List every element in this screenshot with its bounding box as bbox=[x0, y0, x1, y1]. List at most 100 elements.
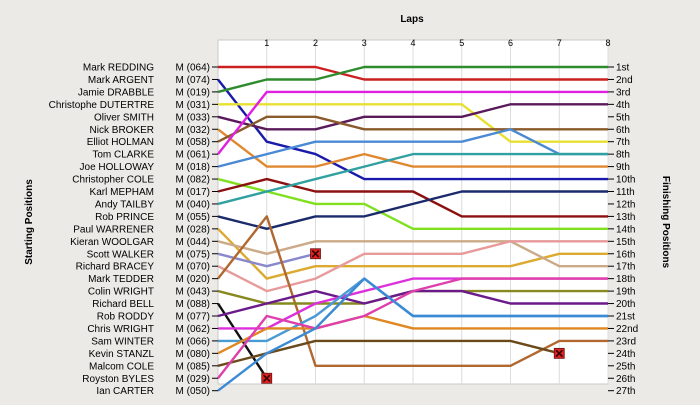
rider-name: Scott WALKER bbox=[87, 249, 154, 260]
rider-category: M (044) bbox=[176, 237, 210, 248]
rider-category: M (028) bbox=[176, 224, 210, 235]
rider-category: M (061) bbox=[176, 150, 210, 161]
rider-category: M (029) bbox=[176, 374, 210, 385]
lap-label: 1 bbox=[264, 38, 269, 48]
finish-label: 20th bbox=[616, 299, 635, 310]
rider-name: Oliver SMITH bbox=[94, 112, 154, 123]
lap-label: 5 bbox=[459, 38, 464, 48]
finish-label: 16th bbox=[616, 249, 635, 260]
finish-label: 21st bbox=[616, 312, 635, 323]
rider-name: Elliot HOLMAN bbox=[87, 137, 154, 148]
finish-label: 9th bbox=[616, 162, 630, 173]
finish-label: 1st bbox=[616, 63, 630, 74]
left-axis-title: Starting Positions bbox=[24, 179, 35, 265]
series-line-mark-argent bbox=[217, 78, 608, 181]
finish-label: 26th bbox=[616, 374, 635, 385]
rider-category: M (032) bbox=[176, 125, 210, 136]
series-layer bbox=[216, 65, 608, 392]
lap-label: 4 bbox=[410, 38, 415, 48]
rider-category: M (066) bbox=[176, 336, 210, 347]
dnf-markers bbox=[261, 248, 565, 384]
finish-label: 3rd bbox=[616, 87, 630, 98]
rider-name: Richard BRACEY bbox=[76, 262, 155, 273]
x-axis-title: Laps bbox=[400, 14, 424, 25]
rider-category: M (070) bbox=[176, 262, 210, 273]
lap-label: 2 bbox=[313, 38, 318, 48]
series-line-joe-holloway bbox=[217, 128, 608, 168]
dnf-marker-malcom-cole bbox=[553, 347, 565, 359]
rider-category: M (080) bbox=[176, 349, 210, 360]
rider-name: Mark TEDDER bbox=[88, 274, 154, 285]
lap-label: 3 bbox=[362, 38, 367, 48]
series-line-jamie-drabble bbox=[217, 65, 608, 94]
rider-category: M (064) bbox=[176, 63, 210, 74]
rider-category: M (085) bbox=[176, 361, 210, 372]
finish-label: 25th bbox=[616, 361, 635, 372]
rider-category: M (050) bbox=[176, 386, 210, 397]
rider-name: Malcom COLE bbox=[89, 361, 154, 372]
rider-category: M (031) bbox=[176, 100, 210, 111]
rider-name: Kevin STANZL bbox=[89, 349, 155, 360]
rider-category: M (062) bbox=[176, 324, 210, 335]
rider-name: Rob RODDY bbox=[97, 312, 155, 323]
finish-label: 17th bbox=[616, 262, 635, 273]
starting-positions-labels: Mark REDDING M (064) Mark ARGENT M (074) Jam… bbox=[49, 63, 218, 397]
lap-label: 8 bbox=[605, 38, 610, 48]
series-line-christopher-cole bbox=[217, 177, 608, 231]
series-line-nick-broker bbox=[217, 128, 608, 168]
finish-label: 27th bbox=[616, 386, 635, 397]
dnf-marker-scott-walker bbox=[310, 248, 321, 260]
lap-tick-labels: 1 2 3 4 5 6 7 8 bbox=[264, 38, 610, 48]
series-line-christophe-dutertre bbox=[218, 103, 608, 143]
series-line-ian-carter bbox=[217, 277, 608, 392]
rider-name: Joe HOLLOWAY bbox=[80, 162, 155, 173]
finish-label: 24th bbox=[616, 349, 635, 360]
rider-name: Richard BELL bbox=[92, 299, 154, 310]
rider-name: Paul WARRENER bbox=[73, 224, 154, 235]
finish-label: 13th bbox=[616, 212, 635, 223]
rider-name: Christopher COLE bbox=[72, 175, 154, 186]
series-line-karl-mepham bbox=[217, 177, 608, 218]
rider-name: Royston BYLES bbox=[82, 374, 154, 385]
rider-name: Mark REDDING bbox=[83, 63, 154, 74]
rider-category: M (077) bbox=[176, 312, 210, 323]
rider-category: M (043) bbox=[176, 287, 210, 298]
rider-name: Karl MEPHAM bbox=[90, 187, 154, 198]
finish-label: 14th bbox=[616, 224, 635, 235]
rider-category: M (074) bbox=[176, 75, 210, 86]
series-line-andy-tailby bbox=[217, 152, 608, 206]
finish-label: 19th bbox=[616, 287, 635, 298]
series-line-rob-prince bbox=[217, 190, 608, 231]
series-line-royston-byles bbox=[217, 277, 608, 380]
rider-category: M (082) bbox=[176, 175, 210, 186]
rider-category: M (058) bbox=[176, 137, 210, 148]
finish-label: 22nd bbox=[616, 324, 638, 335]
rider-name: Sam WINTER bbox=[91, 336, 154, 347]
rider-name: Christophe DUTERTRE bbox=[49, 100, 155, 111]
finish-label: 6th bbox=[616, 125, 630, 136]
rider-name: Chris WRIGHT bbox=[87, 324, 154, 335]
right-axis-title: Finishing Positions bbox=[660, 176, 671, 269]
finish-label: 12th bbox=[616, 199, 635, 210]
rider-category: M (055) bbox=[176, 212, 210, 223]
rider-category: M (020) bbox=[176, 274, 210, 285]
finish-label: 23rd bbox=[616, 336, 636, 347]
dnf-marker-richard-bell bbox=[261, 372, 273, 384]
rider-category: M (019) bbox=[176, 87, 210, 98]
series-line-richard-bracey bbox=[217, 240, 608, 293]
finish-label: 2nd bbox=[616, 75, 633, 86]
rider-name: Andy TAILBY bbox=[95, 199, 154, 210]
rider-name: Ian CARTER bbox=[96, 386, 154, 397]
rider-category: M (033) bbox=[176, 112, 210, 123]
rider-category: M (088) bbox=[176, 299, 210, 310]
rider-name: Tom CLARKE bbox=[92, 150, 154, 161]
grid bbox=[266, 40, 609, 384]
lap-label: 7 bbox=[557, 38, 562, 48]
series-line-kieran-woolgar bbox=[217, 240, 608, 268]
series-line-kevin-stanzl bbox=[217, 314, 608, 355]
rider-category: M (075) bbox=[176, 249, 210, 260]
series-line-malcom-cole bbox=[217, 339, 560, 367]
series-line-elliot-holman bbox=[217, 115, 608, 143]
